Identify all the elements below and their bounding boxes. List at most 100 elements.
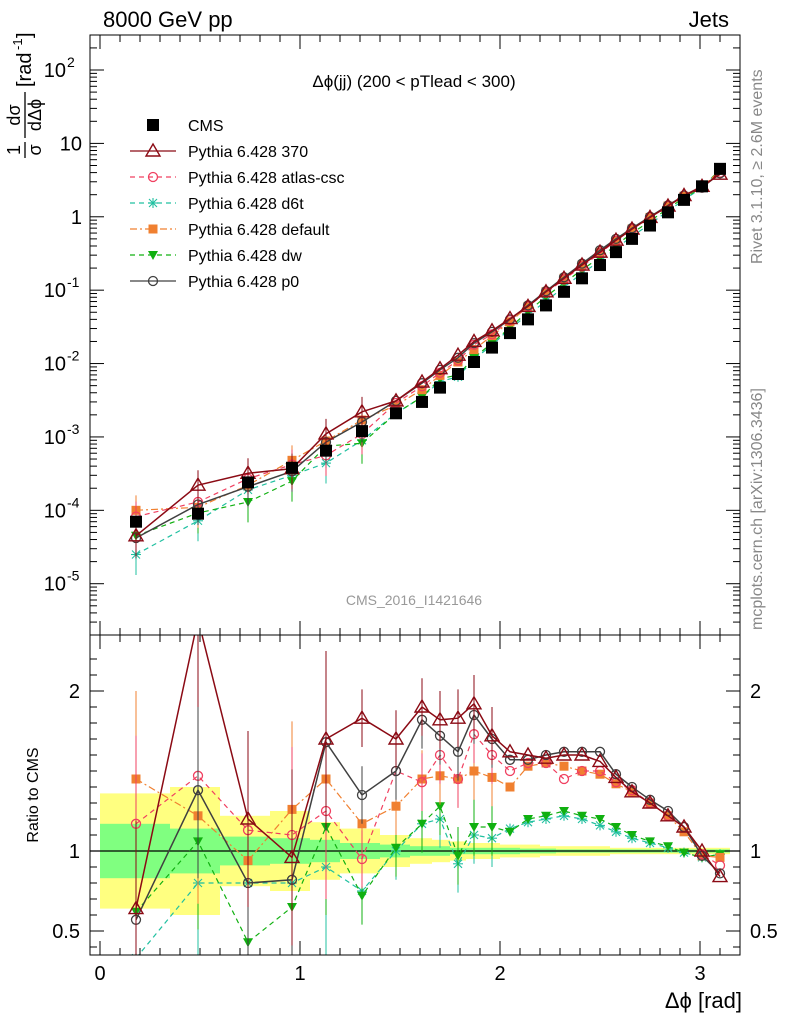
legend-marker-CMS [147, 119, 159, 131]
data-point-CMS [594, 259, 606, 272]
series-CMS [130, 162, 726, 528]
data-point-p370 [353, 403, 371, 418]
ratio-point-p370 [519, 746, 537, 761]
y-tick-label-exponent: -1 [67, 274, 80, 290]
data-point-CMS [390, 407, 402, 420]
ratio-point-p370 [431, 711, 449, 726]
category-label: Jets [689, 7, 729, 32]
legend-marker-d6t [148, 198, 158, 208]
data-point-p370 [127, 527, 145, 542]
ratio-point-p370 [591, 753, 609, 768]
ratio-point-dw [541, 811, 551, 821]
legend-label-p370: Pythia 6.428 370 [188, 144, 308, 161]
y-tick-label: 10 [44, 427, 66, 449]
ratio-point-dw [577, 811, 587, 821]
y-tick-label-exponent: 2 [67, 54, 75, 70]
data-point-CMS [452, 368, 464, 381]
ratio-point-default [611, 779, 621, 789]
data-point-CMS [468, 355, 480, 368]
ratio-point-p370 [641, 794, 659, 809]
ratio-point-dw [469, 823, 479, 832]
ratio-point-p0 [356, 789, 368, 801]
ratio-point-p370 [127, 900, 145, 915]
data-point-default [435, 370, 445, 380]
ratio-point-p370 [537, 749, 555, 764]
ratio-point-dw [417, 819, 427, 829]
series-default [131, 165, 725, 531]
ratio-point-dw [505, 827, 515, 837]
ratio-point-p370 [555, 746, 573, 761]
ratio-series-p370 [127, 635, 729, 955]
legend-label-atlas: Pythia 6.428 atlas-csc [188, 170, 345, 187]
legend-marker-default [148, 224, 158, 234]
ylabel-den: dΔϕ [25, 99, 45, 131]
data-point-CMS [504, 327, 516, 340]
y-tick-label: 10 [44, 500, 66, 522]
legend-marker-p370 [144, 142, 162, 157]
data-point-CMS [320, 444, 332, 457]
ratio-point-p370 [711, 868, 729, 883]
ratio-point-p370 [317, 730, 335, 745]
ylabel-frac-den: σ [25, 144, 45, 155]
data-point-p0 [626, 223, 638, 234]
data-point-CMS [286, 461, 298, 474]
ratio-point-atlas [558, 773, 570, 785]
ratio-point-default [595, 769, 605, 779]
data-point-p370 [607, 231, 625, 246]
y-tick-label: 10 [44, 354, 66, 376]
data-point-p370 [555, 269, 573, 285]
ratio-point-default [523, 761, 533, 771]
ratio-point-atlas [416, 777, 428, 788]
ratio-point-p370 [449, 709, 467, 724]
ratio-y-tick-label: 1 [69, 841, 80, 863]
ratio-point-p370 [483, 727, 501, 742]
legend: CMS Pythia 6.428 370 Pythia 6.428 atlas-cs… [130, 118, 345, 291]
ratio-point-p370 [413, 698, 431, 713]
y-tick-label-exponent: -5 [67, 568, 80, 584]
ratio-point-default [715, 852, 725, 862]
ratio-plot-area [90, 635, 740, 955]
y-tick-label: 10 [44, 60, 66, 82]
data-point-CMS [356, 425, 368, 438]
ratio-point-dw [487, 823, 497, 832]
ratio-point-p370 [387, 730, 405, 745]
ratio-point-default [577, 766, 587, 776]
legend-label-d6t: Pythia 6.428 d6t [188, 196, 304, 213]
legend-label-p0: Pythia 6.428 p0 [188, 274, 299, 291]
ratio-series-group [127, 635, 729, 955]
data-point-p370 [189, 476, 207, 491]
x-tick-label: 2 [494, 963, 505, 985]
data-point-p370 [387, 392, 405, 407]
y-tick-label-exponent: -4 [67, 494, 80, 510]
ratio-point-dw [663, 842, 673, 852]
ratio-frame [89, 634, 741, 956]
data-point-CMS [558, 285, 570, 298]
ratio-point-dw [559, 807, 569, 816]
data-point-CMS [130, 515, 142, 528]
data-point-p370 [449, 346, 467, 361]
ylabel-unit-exp: -1 [10, 38, 25, 50]
ratio-ticks: 0.5 0.5 1 1 2 2 0 1 2 3 [52, 635, 778, 985]
legend-marker-d6t-stroke [148, 198, 158, 208]
ratio-point-p370 [239, 810, 257, 825]
mcplots-label: mcplots.cern.ch [arXiv:1306.3436] [749, 388, 766, 630]
ratio-point-dw [523, 815, 533, 824]
x-axis-label: Δϕ [rad] [665, 988, 742, 1013]
data-point-p370 [465, 333, 483, 348]
y-tick-label: 10 [44, 280, 66, 302]
data-point-p370 [573, 256, 591, 271]
ratio-point-p370 [675, 818, 693, 833]
data-point-CMS [434, 381, 446, 394]
ratio-point-p370 [659, 807, 677, 822]
legend-label-CMS: CMS [188, 118, 224, 135]
ratio-y-tick-label: 0.5 [52, 921, 80, 943]
distribution-y-label: 1 σ dσ dΔϕ [rad -1 ] [4, 32, 45, 158]
series-p370 [127, 165, 729, 557]
energy-label: 8000 GeV pp [103, 7, 233, 32]
data-point-CMS [540, 299, 552, 312]
ratio-point-atlas [522, 757, 534, 769]
ratio-point-p370 [607, 769, 625, 784]
ratio-point-default [559, 761, 569, 771]
ratio-point-dw [453, 851, 463, 861]
